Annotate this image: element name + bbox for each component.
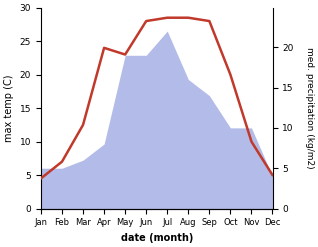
Y-axis label: max temp (C): max temp (C) [4,74,14,142]
Y-axis label: med. precipitation (kg/m2): med. precipitation (kg/m2) [305,47,314,169]
X-axis label: date (month): date (month) [121,233,193,243]
